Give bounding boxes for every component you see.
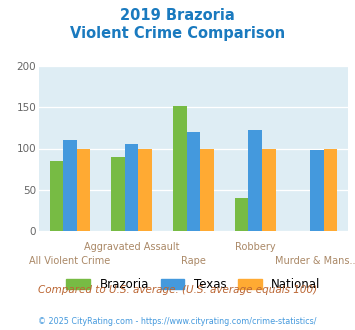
- Bar: [262, 148, 275, 231]
- Bar: [63, 140, 77, 231]
- Bar: [111, 157, 125, 231]
- Bar: [200, 148, 214, 231]
- Text: Compared to U.S. average. (U.S. average equals 100): Compared to U.S. average. (U.S. average …: [38, 285, 317, 295]
- Text: © 2025 CityRating.com - https://www.cityrating.com/crime-statistics/: © 2025 CityRating.com - https://www.city…: [38, 317, 317, 326]
- Bar: [310, 150, 324, 231]
- Bar: [173, 106, 187, 231]
- Text: Rape: Rape: [181, 256, 206, 266]
- Legend: Brazoria, Texas, National: Brazoria, Texas, National: [62, 273, 325, 296]
- Bar: [138, 148, 152, 231]
- Text: Murder & Mans...: Murder & Mans...: [275, 256, 355, 266]
- Bar: [50, 161, 63, 231]
- Text: Aggravated Assault: Aggravated Assault: [84, 242, 180, 252]
- Text: All Violent Crime: All Violent Crime: [29, 256, 110, 266]
- Text: Robbery: Robbery: [235, 242, 275, 252]
- Text: 2019 Brazoria: 2019 Brazoria: [120, 8, 235, 23]
- Bar: [235, 198, 248, 231]
- Text: Violent Crime Comparison: Violent Crime Comparison: [70, 26, 285, 41]
- Bar: [125, 144, 138, 231]
- Bar: [77, 148, 90, 231]
- Bar: [248, 130, 262, 231]
- Bar: [324, 148, 337, 231]
- Bar: [187, 132, 200, 231]
